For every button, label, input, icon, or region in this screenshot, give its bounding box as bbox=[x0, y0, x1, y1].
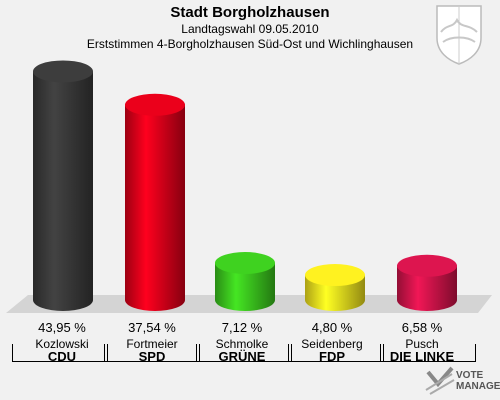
chart-description: Erststimmen 4-Borgholzhausen Süd-Ost und… bbox=[86, 37, 414, 51]
party-label-spd: SPD bbox=[138, 349, 166, 364]
logo-line-1: VOTE bbox=[456, 370, 484, 381]
bar-spd bbox=[125, 93, 185, 312]
party-bracket-fdp bbox=[288, 344, 384, 362]
bar-body-dielinke bbox=[397, 265, 457, 311]
candidate-label-spd: Fortmeier bbox=[126, 337, 178, 351]
candidate-label-linke: Pusch bbox=[405, 337, 439, 351]
vote-manager-logo-icon bbox=[425, 366, 455, 395]
value-label-linke: 6,58 % bbox=[401, 320, 443, 335]
bar-top-dielinke bbox=[397, 254, 457, 277]
value-label-fdp: 4,80 % bbox=[311, 320, 353, 335]
labels-row: 43,95 % 37,54 % 7,12 % 4,80 % 6,58 % Koz… bbox=[0, 320, 500, 380]
bar-top-cdu bbox=[33, 60, 93, 83]
bar-top-spd bbox=[125, 93, 185, 116]
party-bracket-linke bbox=[380, 344, 476, 362]
bar-cdu bbox=[33, 60, 93, 312]
value-label-spd: 37,54 % bbox=[128, 320, 176, 335]
party-label-linke: DIE LINKE bbox=[389, 349, 455, 364]
party-label-cdu: CDU bbox=[47, 349, 77, 364]
chart-title: Stadt Borgholzhausen bbox=[170, 4, 330, 21]
logo-line-2: MANAGER bbox=[456, 381, 500, 392]
vote-manager-logo-text: VOTE MANAGER bbox=[456, 370, 500, 392]
chart-subtitle: Landtagswahl 09.05.2010 bbox=[181, 22, 319, 36]
coat-of-arms-icon bbox=[436, 5, 482, 65]
value-label-gruene: 7,12 % bbox=[221, 320, 263, 335]
party-label-fdp: FDP bbox=[319, 349, 345, 364]
bar-fdp bbox=[305, 264, 365, 311]
bar-top-grne bbox=[215, 251, 275, 274]
bar-top-fdp bbox=[305, 264, 365, 287]
chart-header: Stadt Borgholzhausen Landtagswahl 09.05.… bbox=[0, 4, 500, 52]
party-label-gruene: GRÜNE bbox=[218, 349, 266, 364]
bar-body-spd bbox=[125, 104, 185, 312]
bar-body-grne bbox=[215, 262, 275, 311]
candidate-label-fdp: Seidenberg bbox=[301, 337, 363, 351]
candidate-label-cdu: Kozlowski bbox=[35, 337, 89, 351]
value-label-cdu: 43,95 % bbox=[38, 320, 86, 335]
party-bracket-cdu bbox=[12, 344, 108, 362]
bar-body-cdu bbox=[33, 71, 93, 312]
bar-grne bbox=[215, 251, 275, 311]
party-bracket-gruene bbox=[196, 344, 292, 362]
candidate-label-gruene: Schmolke bbox=[215, 337, 269, 351]
party-bracket-spd bbox=[104, 344, 200, 362]
bar-dielinke bbox=[397, 254, 457, 311]
